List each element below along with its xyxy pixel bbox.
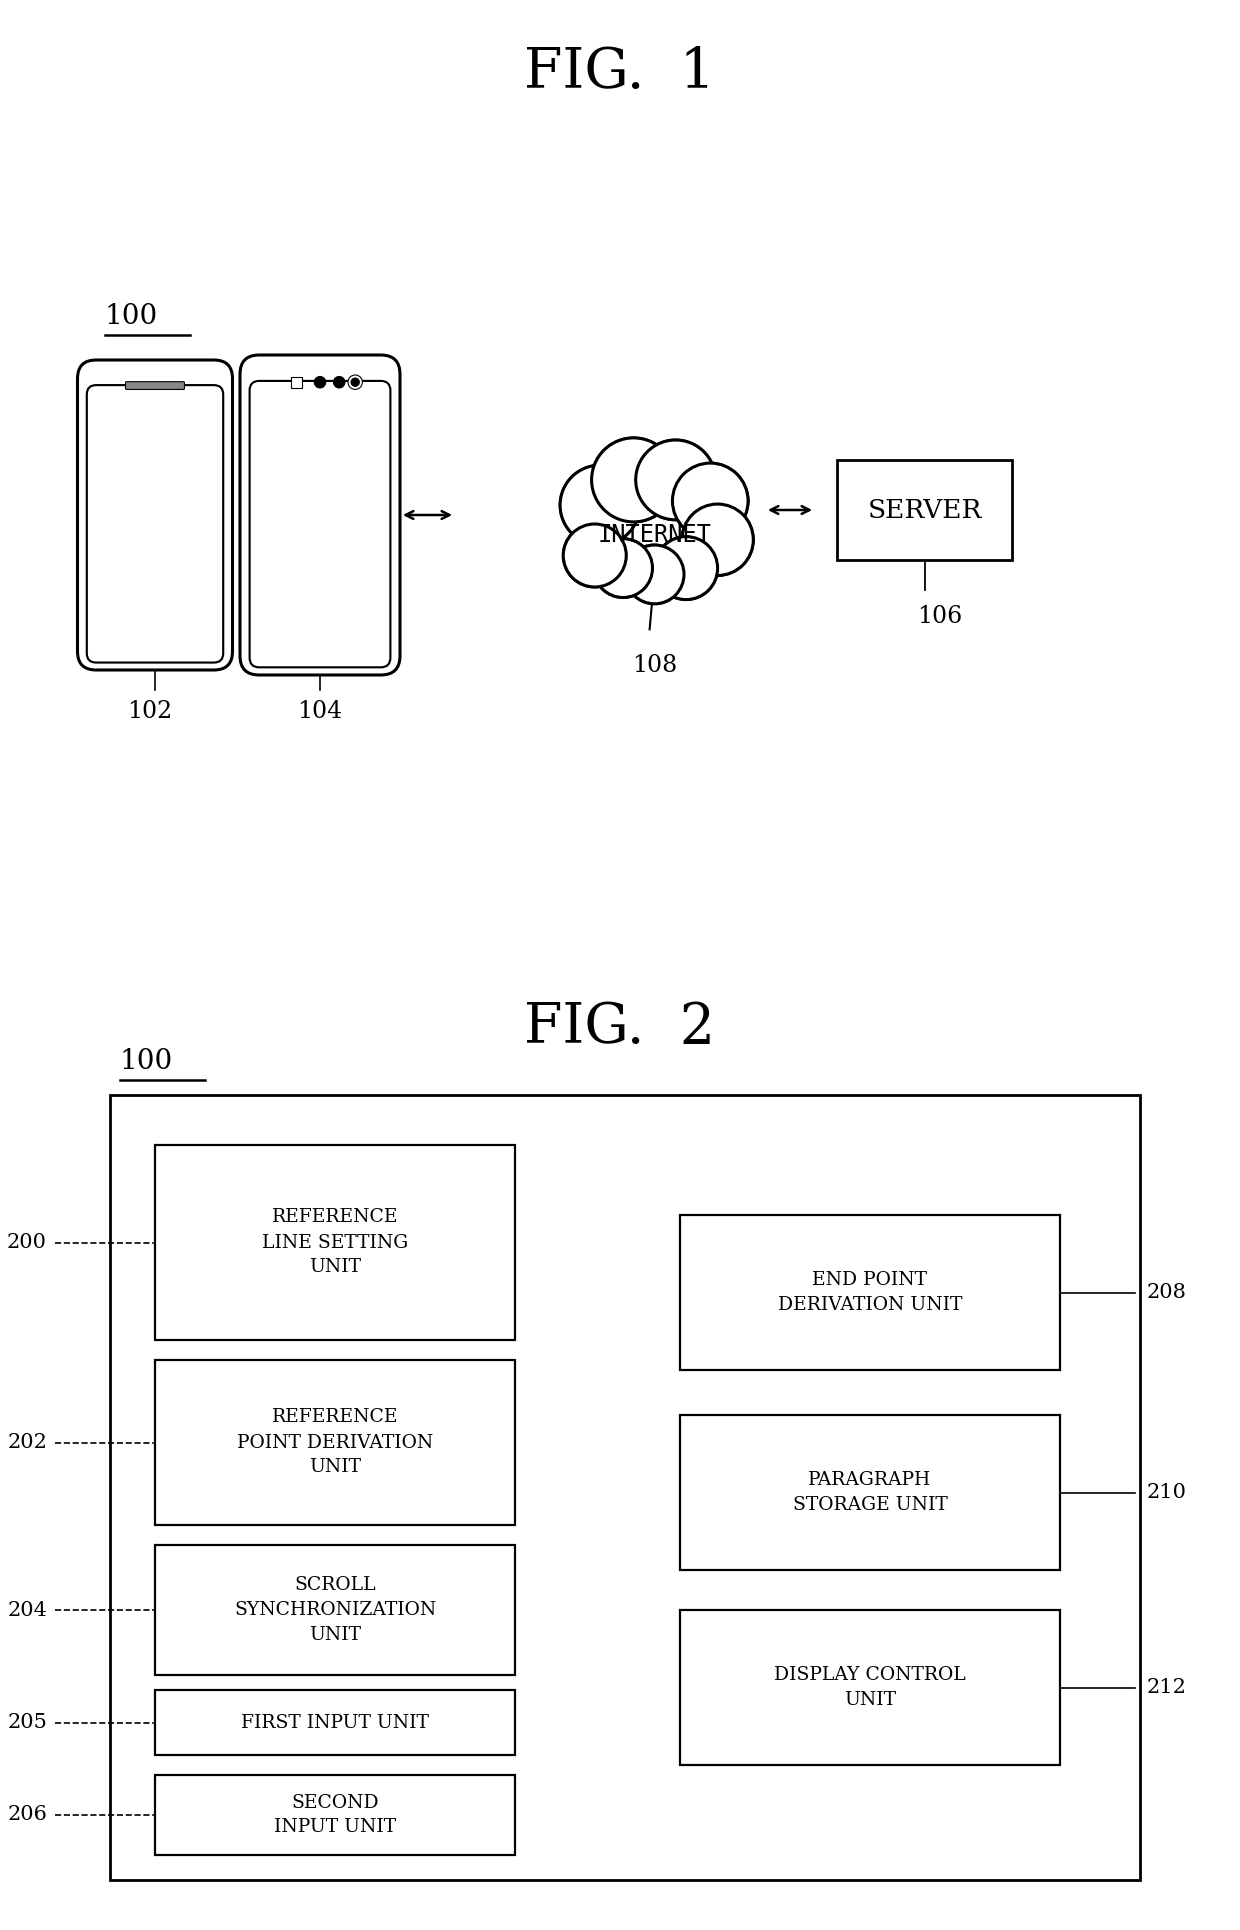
Circle shape (594, 538, 652, 598)
FancyBboxPatch shape (155, 1546, 515, 1675)
Text: PARAGRAPH
STORAGE UNIT: PARAGRAPH STORAGE UNIT (792, 1471, 947, 1513)
Text: 206: 206 (7, 1805, 47, 1824)
Circle shape (682, 504, 754, 575)
Circle shape (636, 440, 715, 519)
Circle shape (655, 537, 718, 600)
Circle shape (672, 463, 748, 538)
Circle shape (625, 544, 684, 604)
Text: 106: 106 (918, 604, 962, 627)
Text: FIG.  1: FIG. 1 (525, 44, 715, 100)
Circle shape (560, 465, 640, 544)
Text: 108: 108 (632, 654, 677, 677)
Text: 205: 205 (7, 1714, 47, 1731)
Text: FIRST INPUT UNIT: FIRST INPUT UNIT (241, 1714, 429, 1731)
FancyBboxPatch shape (680, 1610, 1060, 1766)
Text: 200: 200 (7, 1233, 47, 1253)
Text: 212: 212 (1147, 1677, 1187, 1696)
Text: INTERNET: INTERNET (598, 523, 712, 546)
FancyBboxPatch shape (680, 1216, 1060, 1370)
Text: 104: 104 (298, 701, 342, 724)
Text: SCROLL
SYNCHRONIZATION
UNIT: SCROLL SYNCHRONIZATION UNIT (234, 1577, 436, 1644)
Circle shape (563, 525, 626, 587)
Circle shape (636, 440, 715, 519)
Circle shape (625, 544, 684, 604)
Circle shape (672, 463, 748, 538)
Text: 208: 208 (1147, 1283, 1187, 1303)
FancyBboxPatch shape (77, 361, 233, 670)
Circle shape (636, 440, 715, 519)
FancyBboxPatch shape (125, 382, 185, 390)
FancyBboxPatch shape (155, 1144, 515, 1339)
Text: REFERENCE
POINT DERIVATION
UNIT: REFERENCE POINT DERIVATION UNIT (237, 1409, 433, 1476)
Circle shape (655, 537, 718, 600)
Circle shape (560, 465, 640, 544)
Text: 102: 102 (128, 701, 172, 724)
Circle shape (591, 438, 676, 521)
FancyBboxPatch shape (241, 355, 401, 676)
FancyBboxPatch shape (87, 386, 223, 662)
Text: 210: 210 (1147, 1482, 1187, 1502)
Text: SERVER: SERVER (868, 498, 982, 523)
Circle shape (334, 376, 345, 388)
Circle shape (348, 374, 362, 390)
FancyBboxPatch shape (680, 1415, 1060, 1569)
Text: 204: 204 (7, 1600, 47, 1619)
Circle shape (682, 504, 754, 575)
Circle shape (563, 525, 626, 587)
Text: 100: 100 (120, 1048, 174, 1075)
Circle shape (655, 537, 718, 600)
Circle shape (315, 376, 326, 388)
Text: SECOND
INPUT UNIT: SECOND INPUT UNIT (274, 1793, 396, 1837)
Text: 202: 202 (7, 1432, 47, 1451)
FancyBboxPatch shape (291, 376, 303, 388)
Text: DISPLAY CONTROL
UNIT: DISPLAY CONTROL UNIT (774, 1666, 966, 1708)
Circle shape (594, 538, 652, 598)
Circle shape (351, 378, 360, 386)
Circle shape (625, 544, 684, 604)
Circle shape (560, 465, 640, 544)
Text: FIG.  2: FIG. 2 (525, 1000, 715, 1054)
Circle shape (682, 504, 754, 575)
FancyBboxPatch shape (249, 380, 391, 668)
Circle shape (591, 438, 676, 521)
FancyBboxPatch shape (110, 1094, 1140, 1880)
Text: 100: 100 (105, 303, 159, 330)
Text: REFERENCE
LINE SETTING
UNIT: REFERENCE LINE SETTING UNIT (262, 1208, 408, 1276)
FancyBboxPatch shape (155, 1691, 515, 1754)
Circle shape (672, 463, 748, 538)
FancyBboxPatch shape (155, 1361, 515, 1525)
FancyBboxPatch shape (837, 459, 1013, 560)
Circle shape (563, 525, 626, 587)
Circle shape (591, 438, 676, 521)
FancyBboxPatch shape (155, 1776, 515, 1855)
Text: END POINT
DERIVATION UNIT: END POINT DERIVATION UNIT (777, 1272, 962, 1314)
Circle shape (594, 538, 652, 598)
